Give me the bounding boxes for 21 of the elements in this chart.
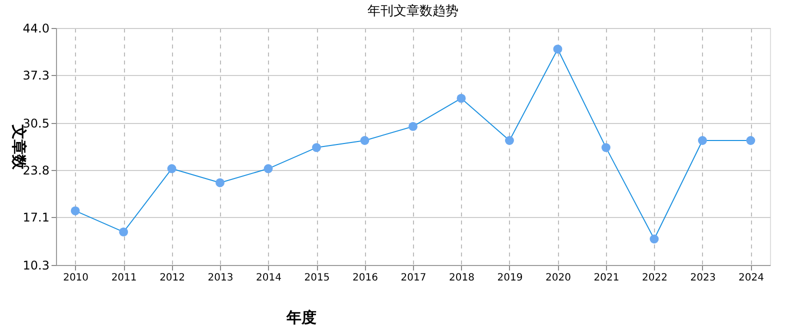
y-tick-label: 10.3: [22, 258, 50, 272]
x-tick-label: 2023: [690, 272, 716, 284]
x-tick-label: 2020: [546, 272, 571, 284]
x-tick-label: 2012: [160, 272, 186, 284]
x-tick-label: 2024: [738, 272, 764, 284]
x-tick-label: 2013: [208, 272, 234, 284]
x-tick-label: 2011: [111, 272, 137, 284]
x-tick-label: 2017: [400, 272, 426, 284]
chart-title: 年刊文章数趋势: [368, 4, 458, 19]
x-tick-label: 2021: [594, 272, 620, 284]
y-tick-label: 17.1: [22, 210, 50, 225]
y-tick-label: 37.3: [22, 68, 50, 83]
x-axis-title: 年度: [286, 308, 316, 326]
y-tick-label: 44.0: [22, 22, 50, 36]
x-tick-label: 2015: [304, 272, 330, 284]
x-tick-label: 2016: [352, 272, 378, 284]
x-tick-label: 2022: [642, 272, 668, 284]
x-tick-label: 2010: [63, 272, 89, 284]
x-tick-label: 2018: [449, 272, 474, 284]
x-tick-label: 2019: [497, 272, 523, 284]
x-tick-label: 2014: [256, 272, 282, 284]
